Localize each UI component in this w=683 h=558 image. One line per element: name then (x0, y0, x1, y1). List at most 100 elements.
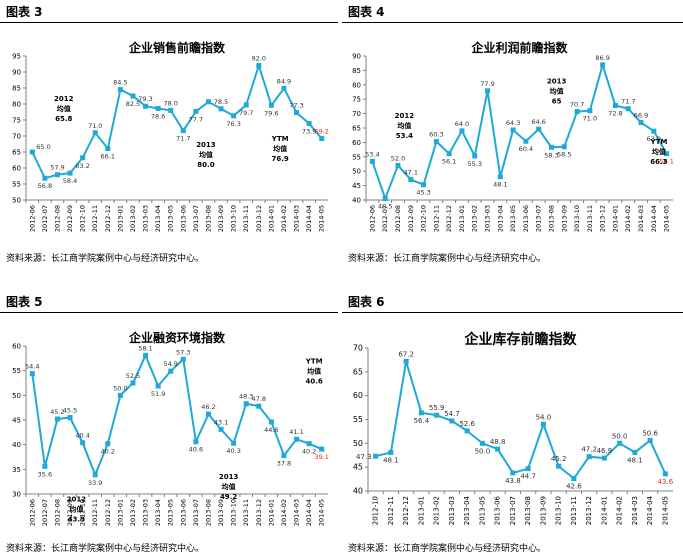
data-point (403, 358, 409, 364)
data-label: 54.4 (25, 363, 39, 371)
x-tick-label: 2014-03 (637, 205, 645, 232)
y-tick-label: 60 (12, 165, 21, 173)
data-point (574, 109, 580, 115)
y-tick-label: 65 (353, 367, 363, 376)
y-tick-label: 50 (12, 392, 21, 400)
data-label: 53.4 (365, 150, 379, 158)
data-point (80, 155, 86, 161)
data-label: 41.1 (289, 428, 303, 436)
data-label: 33.9 (88, 479, 102, 487)
data-label: 35.6 (38, 470, 52, 478)
y-tick-label: 40 (353, 487, 363, 496)
data-label: 71.7 (176, 135, 190, 143)
data-label: 64.6 (531, 118, 545, 126)
data-point (510, 127, 516, 133)
data-point (664, 151, 670, 157)
y-tick-label: 55 (353, 415, 363, 424)
x-tick-label: 2013-05 (167, 499, 175, 526)
x-tick-label: 2013-07 (535, 205, 543, 232)
data-point (601, 455, 607, 461)
data-label: 51.9 (151, 390, 165, 398)
x-tick-label: 2013-04 (463, 495, 471, 525)
annotation-text: 均值 (199, 150, 213, 159)
x-tick-label: 2013-02 (471, 205, 479, 232)
data-point (651, 128, 657, 134)
x-tick-label: 2013-11 (586, 205, 594, 232)
data-point (218, 106, 224, 112)
data-point (143, 352, 149, 358)
x-tick-label: 2013-07 (192, 499, 200, 526)
data-label: 56.4 (414, 417, 430, 425)
data-label: 54.7 (444, 410, 460, 418)
data-label: 58.1 (138, 344, 152, 352)
data-label: 47.8 (252, 395, 266, 403)
data-label: 46.2 (201, 403, 215, 411)
x-tick-label: 2014-03 (293, 499, 301, 526)
data-label: 84.9 (277, 77, 291, 85)
chart-plot-area: 企业融资环境指数 30 35 40 45 50 55 60 2012-06 2012-07 2012… (0, 314, 338, 536)
x-tick-label: 2013-03 (484, 205, 492, 232)
data-label: 37.8 (277, 460, 291, 468)
data-label: 44.6 (264, 426, 278, 434)
x-tick-label: 2013-01 (116, 499, 124, 526)
inventory-index-chart: 企业库存前瞻指数 40 45 50 55 60 65 70 2012-10 2012-11 2012… (353, 331, 674, 525)
y-tick-label: 60 (12, 343, 21, 351)
data-point (497, 174, 503, 180)
series-line (31, 62, 323, 180)
data-point (510, 470, 516, 476)
data-label: 52.0 (391, 154, 405, 162)
y-tick-label: 30 (12, 491, 21, 499)
data-label: 73.9 (302, 128, 316, 136)
annotation-text: 2013 (219, 473, 239, 481)
x-tick-label: 2013-01 (458, 205, 466, 232)
data-label: 57.3 (176, 348, 190, 356)
annotation-text: 66.3 (650, 158, 667, 166)
financing-index-chart: 企业融资环境指数 30 35 40 45 50 55 60 2012-06 2012-07 2012… (12, 330, 329, 526)
panel-header: 图表 4 (342, 0, 683, 23)
x-tick-label: 2014-04 (646, 495, 654, 525)
x-tick-label: 2014-05 (661, 496, 669, 525)
x-tick-label: 2013-08 (204, 205, 212, 232)
chart-title: 企业销售前瞻指数 (128, 40, 226, 55)
annotation-text: 均值 (307, 366, 321, 375)
x-tick-label: 2013-10 (230, 499, 238, 526)
data-label: 66.1 (101, 152, 115, 160)
x-tick-label: 2013-06 (522, 205, 530, 232)
chart-panel-sales: 图表 3 企业销售前瞻指数 50 55 60 65 70 75 80 85 90 95 2012-06… (0, 0, 338, 275)
x-tick-label: 2012-11 (91, 205, 99, 232)
data-label: 50.0 (475, 447, 491, 455)
data-point (433, 139, 439, 145)
x-tick-label: 2013-03 (448, 496, 456, 525)
x-tick-label: 2012-11 (432, 205, 440, 232)
data-point (536, 126, 542, 132)
data-point (647, 437, 653, 443)
x-tick-label: 2013-01 (417, 496, 425, 525)
chart-title: 企业融资环境指数 (128, 330, 226, 345)
data-point (459, 128, 465, 134)
x-tick-label: 2012-09 (407, 205, 415, 232)
data-label: 78.0 (163, 99, 177, 107)
data-point (92, 130, 98, 136)
x-tick-label: 2013-07 (509, 496, 517, 525)
x-tick-label: 2013-04 (496, 205, 504, 232)
x-tick-label: 2014-03 (631, 496, 639, 525)
annotation-text: 2012 (395, 112, 415, 120)
data-point (495, 446, 501, 452)
data-point (268, 102, 274, 108)
y-tick-label: 50 (352, 168, 361, 176)
x-tick-label: 2013-08 (547, 205, 555, 232)
data-point (193, 439, 199, 445)
x-tick-label: 2014-05 (318, 205, 326, 232)
x-tick-label: 2013-12 (255, 499, 263, 526)
sales-index-chart: 企业销售前瞻指数 50 55 60 65 70 75 80 85 90 95 2012-06 2012-… (12, 40, 329, 232)
x-tick-label: 2014-01 (267, 205, 275, 232)
data-point (388, 449, 394, 455)
data-label: 50.0 (113, 384, 127, 392)
annotation-text: 65 (552, 97, 562, 105)
data-point (617, 440, 623, 446)
chart-panel-financing: 图表 5 企业融资环境指数 30 35 40 45 50 55 60 2012-06 2012-0… (0, 290, 338, 558)
